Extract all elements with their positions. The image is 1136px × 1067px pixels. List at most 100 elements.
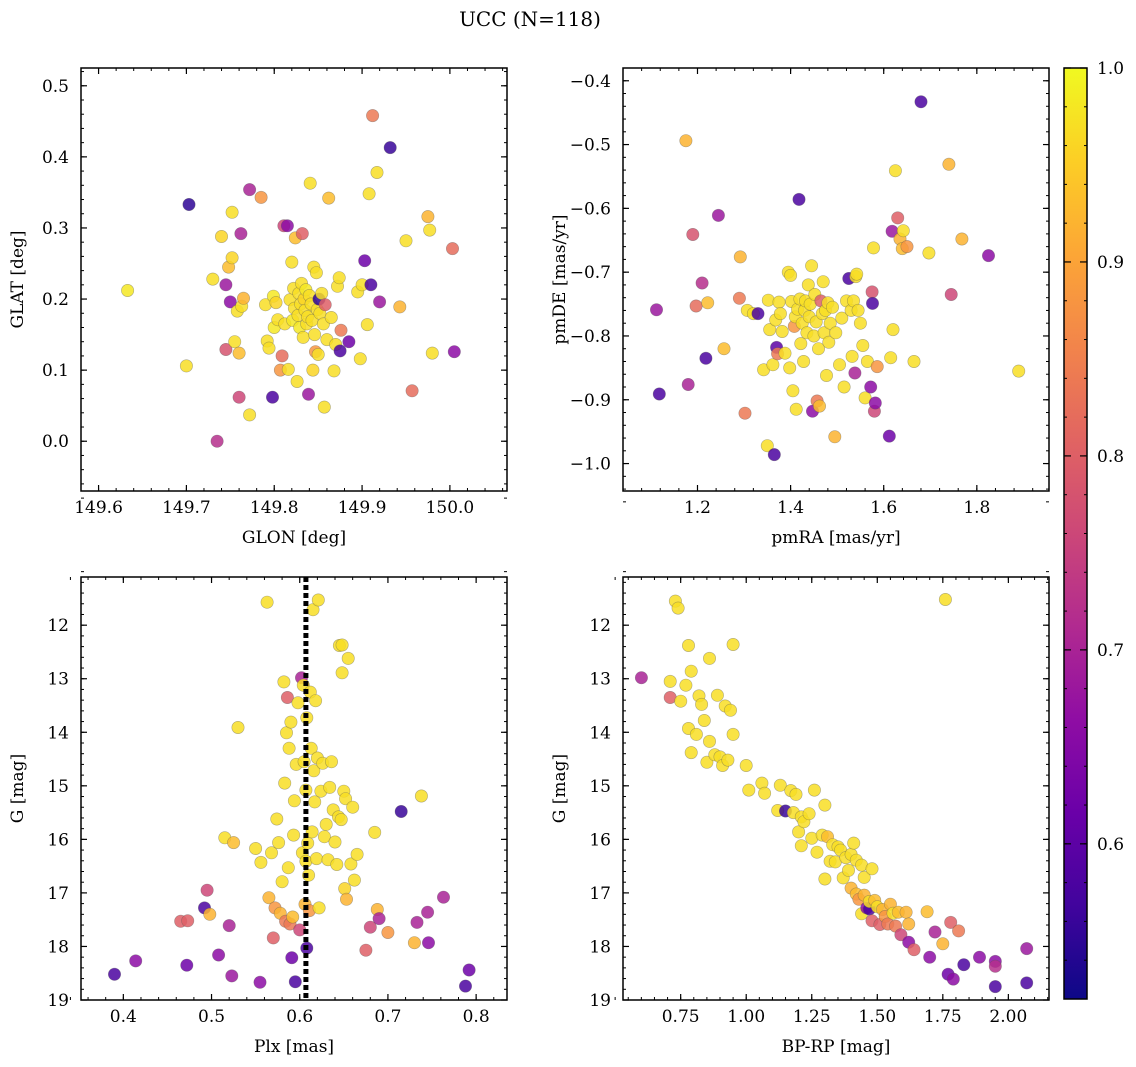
scatter-point (758, 786, 772, 800)
scatter-point (710, 688, 724, 702)
scatter-point (832, 358, 846, 372)
scatter-point (773, 307, 787, 321)
scatter-point (865, 285, 879, 299)
axes-frame (622, 67, 1050, 492)
scatter-point (423, 223, 437, 237)
y-tick-label: 0.5 (42, 77, 69, 97)
scatter-point (339, 892, 353, 906)
scatter-point (315, 286, 329, 300)
scatter-point (732, 291, 746, 305)
x-tick-label: 1.25 (793, 1007, 831, 1027)
y-tick-label: 19 (589, 991, 611, 1011)
scatter-point (327, 364, 341, 378)
scatter-point (301, 387, 315, 401)
figure-title: UCC (N=118) (459, 7, 601, 31)
scatter-point (866, 241, 880, 255)
scatter-point (285, 255, 299, 269)
scatter-point (414, 789, 428, 803)
scatter-point (767, 448, 781, 462)
x-tick-label: 1.4 (777, 498, 804, 518)
scatter-point (972, 950, 986, 964)
scatter-point (332, 271, 346, 285)
scatter-point (254, 190, 268, 204)
scatter-point (792, 825, 806, 839)
scatter-point (761, 293, 775, 307)
scatter-point (306, 363, 320, 377)
scatter-point (684, 664, 698, 678)
scatter-point (786, 384, 800, 398)
scatter-point (364, 278, 378, 292)
scatter-point (689, 299, 703, 313)
scatter-point (421, 210, 435, 224)
scatter-point (825, 300, 839, 314)
scatter-point (264, 846, 278, 860)
colorbar-tick-label: 0.6 (1097, 835, 1124, 855)
scatter-point (121, 283, 135, 297)
scatter-point (689, 727, 703, 741)
scatter-point (671, 601, 685, 615)
scatter-point (232, 390, 246, 404)
scatter-point (857, 870, 871, 884)
y-axis-label: pmDE [mas/yr] (550, 214, 570, 344)
scatter-point (291, 696, 305, 710)
x-tick-label: 149.7 (162, 498, 211, 518)
x-axis-label: pmRA [mas/yr] (771, 528, 900, 548)
panel-glon-glat: 149.6 149.7 149.8 149.9 150.0 0.0 0.1 0.2 0.3 0.4… (8, 67, 508, 548)
scatter-point (860, 354, 874, 368)
scatter-point (272, 836, 286, 850)
y-tick-label: 0.2 (42, 290, 69, 310)
points (634, 592, 1034, 994)
scatter-point (699, 351, 713, 365)
scatter-point (829, 326, 843, 340)
x-tick-label: 0.4 (110, 1007, 137, 1027)
scatter-point (275, 875, 289, 889)
scatter-point (359, 943, 373, 957)
scatter-point (249, 841, 263, 855)
scatter-point (203, 907, 217, 921)
scatter-point (279, 726, 293, 740)
scatter-point (865, 296, 879, 310)
scatter-point (733, 250, 747, 264)
x-tick-label: 0.8 (463, 1007, 490, 1027)
axes-frame (80, 576, 508, 1001)
scatter-point (902, 917, 916, 931)
scatter-point (333, 344, 347, 358)
scatter-point (848, 366, 862, 380)
scatter-point (275, 349, 289, 363)
scatter-point (319, 817, 333, 831)
y-tick-label: 13 (589, 670, 611, 690)
scatter-point (894, 928, 908, 942)
scatter-point (818, 872, 832, 886)
x-tick-label: 1.2 (684, 498, 711, 518)
points (108, 593, 476, 993)
scatter-point (721, 753, 735, 767)
scatter-point (891, 211, 905, 225)
scatter-point (353, 352, 367, 366)
scatter-point (458, 979, 472, 993)
scatter-point (200, 883, 214, 897)
scatter-point (129, 954, 143, 968)
scatter-point (296, 330, 310, 344)
scatter-point (794, 337, 808, 351)
scatter-point (686, 228, 700, 242)
scatter-point (738, 406, 752, 420)
x-tick-label: 1.00 (727, 1007, 765, 1027)
axes-frame (622, 576, 1050, 1001)
scatter-point (742, 783, 756, 797)
scatter-point (652, 387, 666, 401)
scatter-point (366, 109, 380, 123)
y-axis-label: GLAT [deg] (8, 230, 28, 328)
colorbar-tick-label: 0.8 (1097, 447, 1124, 467)
axes-frame (80, 67, 508, 492)
scatter-point (981, 249, 995, 263)
scatter-point (447, 345, 461, 359)
scatter-point (920, 905, 934, 919)
scatter-point (679, 678, 693, 692)
scatter-point (888, 164, 902, 178)
scatter-point (281, 861, 295, 875)
scatter-point (751, 307, 765, 321)
colorbar-gradient (1064, 68, 1087, 999)
scatter-point (853, 316, 867, 330)
panels: 149.6 149.7 149.8 149.9 150.0 0.0 0.1 0.2 0.3 0.4… (8, 67, 1050, 1057)
scatter-point (280, 690, 294, 704)
